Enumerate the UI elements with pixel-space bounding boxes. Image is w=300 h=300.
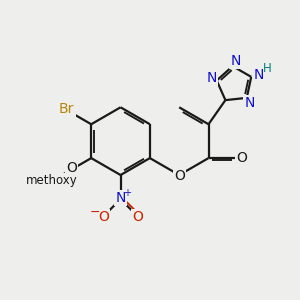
Text: O: O [132, 210, 143, 224]
Text: N: N [230, 54, 241, 68]
Text: H: H [263, 61, 272, 74]
Text: O: O [66, 161, 77, 175]
Text: methoxy: methoxy [26, 174, 77, 187]
Text: N: N [254, 68, 264, 83]
Text: N: N [116, 191, 126, 205]
Text: Br: Br [59, 102, 74, 116]
Text: O: O [174, 169, 184, 184]
Text: +: + [123, 188, 131, 198]
Text: O: O [236, 151, 247, 165]
Text: O: O [98, 210, 109, 224]
Text: N: N [244, 96, 255, 110]
Text: N: N [206, 71, 217, 85]
Text: −: − [89, 206, 100, 219]
